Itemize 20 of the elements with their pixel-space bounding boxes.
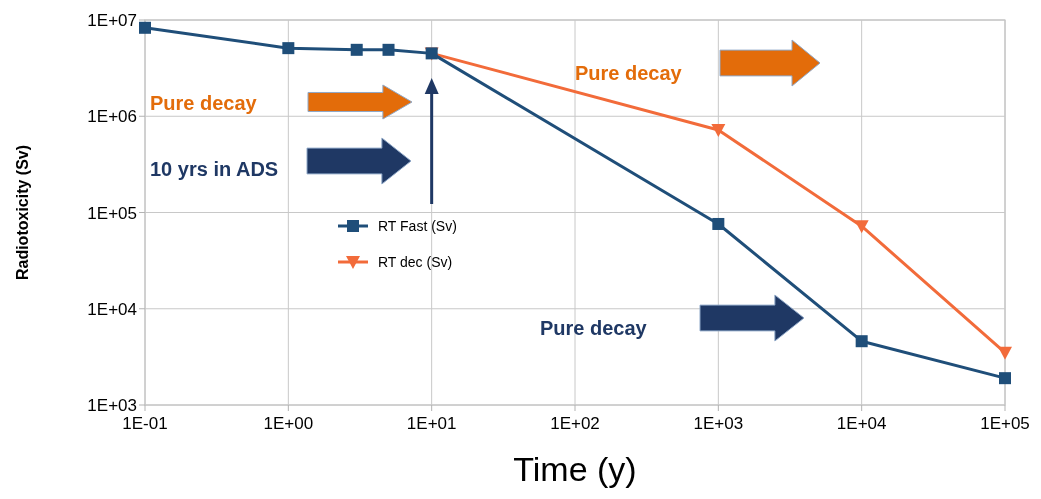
x-tick-label: 1E-01 [122,414,168,433]
y-tick-label: 1E+07 [87,11,137,30]
x-tick-label: 1E+00 [263,414,314,433]
annotation: Pure decay [540,317,648,339]
x-tick-label: 1E+05 [980,414,1030,433]
annotation: Pure decay [150,92,258,114]
x-tick-label: 1E+03 [693,414,744,433]
x-tick-label: 1E+02 [550,414,600,433]
y-tick-label: 1E+03 [87,396,137,415]
y-tick-label: 1E+04 [87,299,137,319]
x-tick-label: 1E+01 [406,414,457,433]
x-axis-title: Time (y) [513,450,637,488]
legend-label: RT Fast (Sv) [378,218,457,234]
y-tick-label: 1E+06 [87,107,137,127]
y-tick-label: 1E+05 [87,203,137,223]
annotation: 10 yrs in ADS [150,158,279,180]
annotation: Pure decay [575,62,683,84]
y-axis-title: Radiotoxicity (Sv) [14,144,31,281]
x-tick-label: 1E+04 [836,414,887,433]
legend-label: RT dec (Sv) [378,254,453,270]
